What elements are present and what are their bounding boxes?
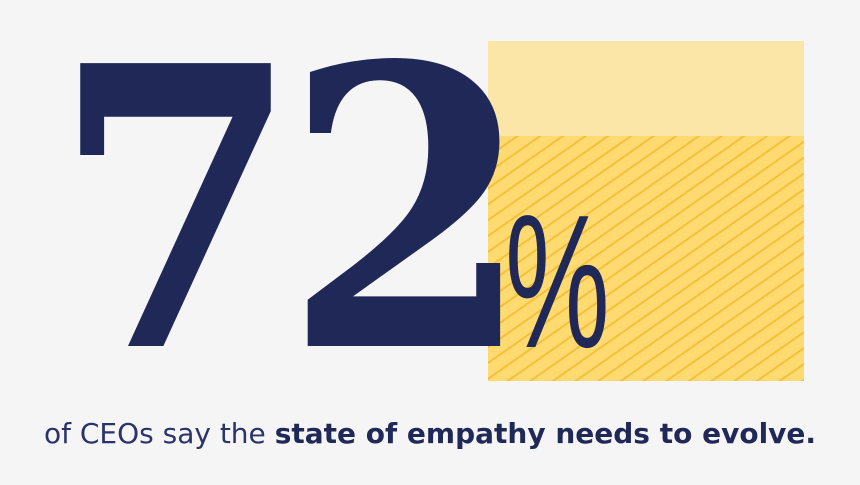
- stat-number: 72: [52, 0, 532, 438]
- percent-sign: %: [505, 176, 610, 388]
- stat-caption: of CEOs say the state of empathy needs t…: [0, 414, 860, 454]
- percentage-bar: [488, 41, 804, 381]
- caption-prefix: of CEOs say the: [43, 417, 266, 450]
- percentage-bar-remainder: [488, 41, 804, 136]
- percentage-bar-fill: [488, 136, 804, 381]
- caption-emphasis: state of empathy needs to evolve.: [274, 417, 817, 450]
